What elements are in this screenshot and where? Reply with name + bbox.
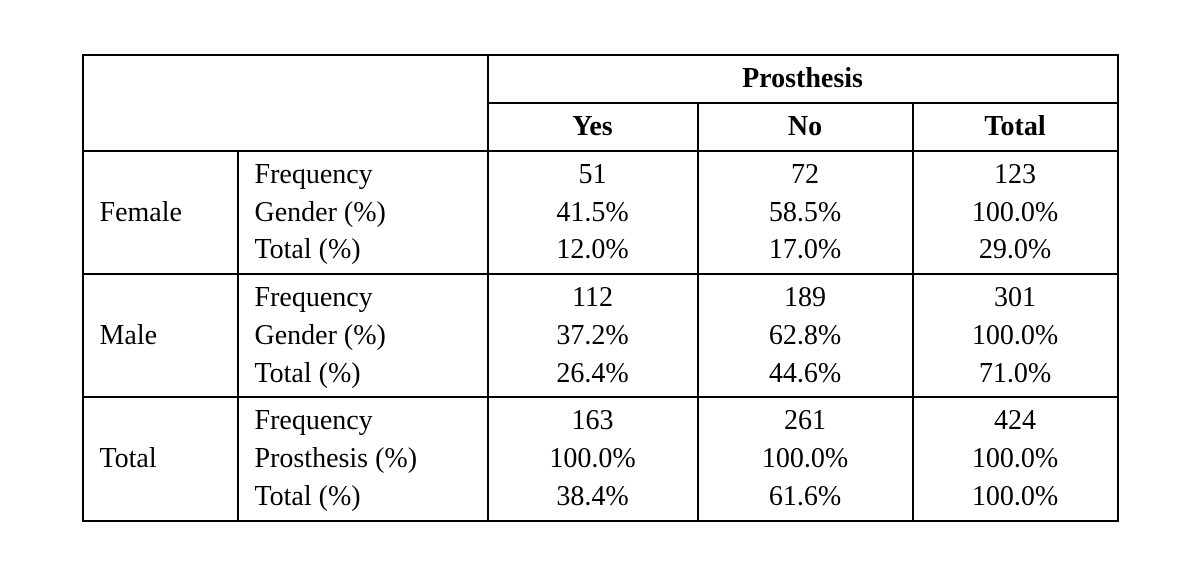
value: 72 bbox=[715, 156, 896, 194]
value: 112 bbox=[505, 279, 681, 317]
row-male: Male Frequency Gender (%) Total (%) 112 … bbox=[83, 274, 1118, 397]
value: 12.0% bbox=[505, 231, 681, 269]
cell-male-no: 189 62.8% 44.6% bbox=[698, 274, 913, 397]
cell-total-yes: 163 100.0% 38.4% bbox=[488, 397, 698, 520]
value: 100.0% bbox=[715, 440, 896, 478]
value: 189 bbox=[715, 279, 896, 317]
rowlabel-total: Total bbox=[83, 397, 238, 520]
cell-female-total: 123 100.0% 29.0% bbox=[913, 151, 1118, 274]
cell-total-total: 424 100.0% 100.0% bbox=[913, 397, 1118, 520]
value: 100.0% bbox=[930, 478, 1101, 516]
value: 51 bbox=[505, 156, 681, 194]
sublabel: Total (%) bbox=[255, 231, 471, 269]
value: 424 bbox=[930, 402, 1101, 440]
sublabel: Frequency bbox=[255, 279, 471, 317]
sublabel: Gender (%) bbox=[255, 194, 471, 232]
cell-female-no: 72 58.5% 17.0% bbox=[698, 151, 913, 274]
value: 62.8% bbox=[715, 317, 896, 355]
sublabel: Prosthesis (%) bbox=[255, 440, 471, 478]
row-total: Total Frequency Prosthesis (%) Total (%)… bbox=[83, 397, 1118, 520]
header-no: No bbox=[698, 103, 913, 151]
value: 29.0% bbox=[930, 231, 1101, 269]
value: 71.0% bbox=[930, 355, 1101, 393]
row-female: Female Frequency Gender (%) Total (%) 51… bbox=[83, 151, 1118, 274]
value: 100.0% bbox=[505, 440, 681, 478]
value: 37.2% bbox=[505, 317, 681, 355]
cell-female-yes: 51 41.5% 12.0% bbox=[488, 151, 698, 274]
sublabel: Frequency bbox=[255, 156, 471, 194]
value: 100.0% bbox=[930, 194, 1101, 232]
value: 58.5% bbox=[715, 194, 896, 232]
value: 44.6% bbox=[715, 355, 896, 393]
cell-male-yes: 112 37.2% 26.4% bbox=[488, 274, 698, 397]
cell-total-no: 261 100.0% 61.6% bbox=[698, 397, 913, 520]
sublabels-male: Frequency Gender (%) Total (%) bbox=[238, 274, 488, 397]
value: 41.5% bbox=[505, 194, 681, 232]
header-prosthesis: Prosthesis bbox=[488, 55, 1118, 103]
value: 61.6% bbox=[715, 478, 896, 516]
value: 100.0% bbox=[930, 317, 1101, 355]
crosstab-table: Prosthesis Yes No Total Female Frequency… bbox=[82, 54, 1119, 522]
sublabel: Gender (%) bbox=[255, 317, 471, 355]
value: 261 bbox=[715, 402, 896, 440]
header-yes: Yes bbox=[488, 103, 698, 151]
header-row-1: Prosthesis bbox=[83, 55, 1118, 103]
sublabels-total: Frequency Prosthesis (%) Total (%) bbox=[238, 397, 488, 520]
header-stub bbox=[83, 55, 488, 151]
sublabels-female: Frequency Gender (%) Total (%) bbox=[238, 151, 488, 274]
value: 26.4% bbox=[505, 355, 681, 393]
sublabel: Total (%) bbox=[255, 478, 471, 516]
value: 123 bbox=[930, 156, 1101, 194]
sublabel: Frequency bbox=[255, 402, 471, 440]
rowlabel-male: Male bbox=[83, 274, 238, 397]
sublabel: Total (%) bbox=[255, 355, 471, 393]
value: 301 bbox=[930, 279, 1101, 317]
value: 38.4% bbox=[505, 478, 681, 516]
value: 163 bbox=[505, 402, 681, 440]
cell-male-total: 301 100.0% 71.0% bbox=[913, 274, 1118, 397]
header-total: Total bbox=[913, 103, 1118, 151]
value: 17.0% bbox=[715, 231, 896, 269]
value: 100.0% bbox=[930, 440, 1101, 478]
rowlabel-female: Female bbox=[83, 151, 238, 274]
